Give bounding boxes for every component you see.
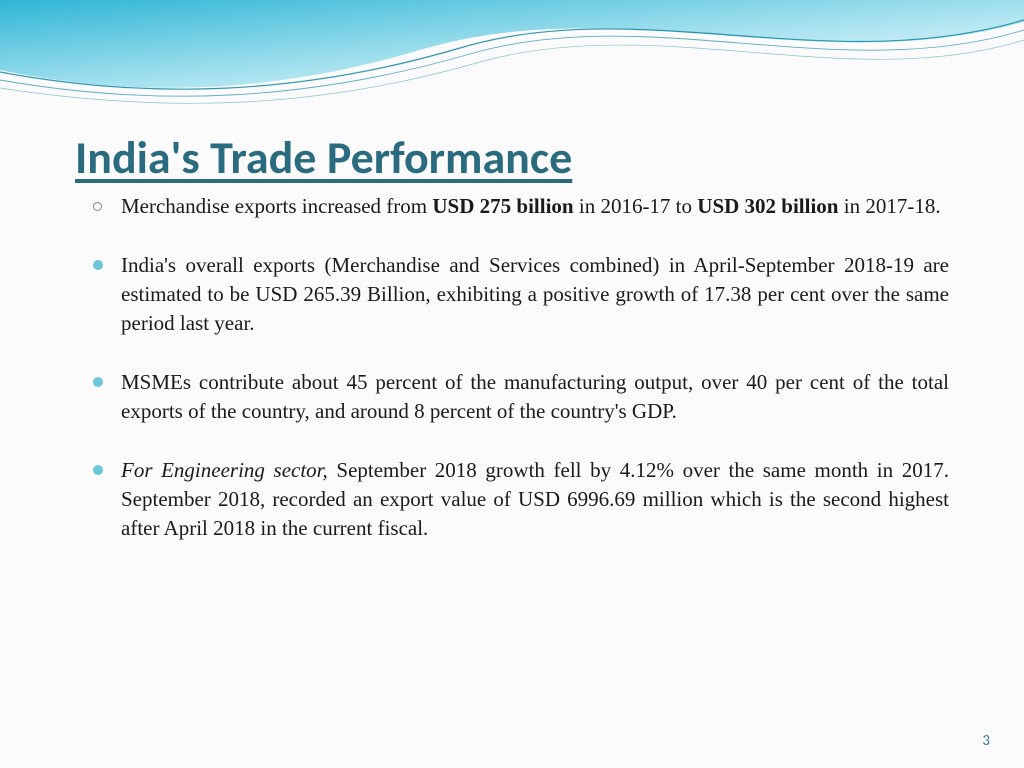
- page-number: 3: [982, 732, 990, 750]
- slide-body: India's Trade Performance Merchandise ex…: [0, 0, 1024, 768]
- slide-title: India's Trade Performance: [75, 130, 949, 186]
- text-segment: in 2017-18.: [839, 194, 941, 218]
- text-segment: USD 302 billion: [697, 194, 838, 218]
- text-segment: MSMEs contribute about 45 percent of the…: [121, 370, 949, 423]
- bullet-item: MSMEs contribute about 45 percent of the…: [103, 368, 949, 426]
- text-segment: in 2016-17 to: [574, 194, 698, 218]
- text-segment: Merchandise exports increased from: [121, 194, 432, 218]
- bullet-item: For Engineering sector, September 2018 g…: [103, 456, 949, 543]
- bullet-list: Merchandise exports increased from USD 2…: [75, 192, 949, 543]
- bullet-item: India's overall exports (Merchandise and…: [103, 251, 949, 338]
- text-segment: For Engineering sector,: [121, 458, 328, 482]
- text-segment: India's overall exports (Merchandise and…: [121, 253, 949, 335]
- bullet-item: Merchandise exports increased from USD 2…: [103, 192, 949, 221]
- text-segment: USD 275 billion: [432, 194, 573, 218]
